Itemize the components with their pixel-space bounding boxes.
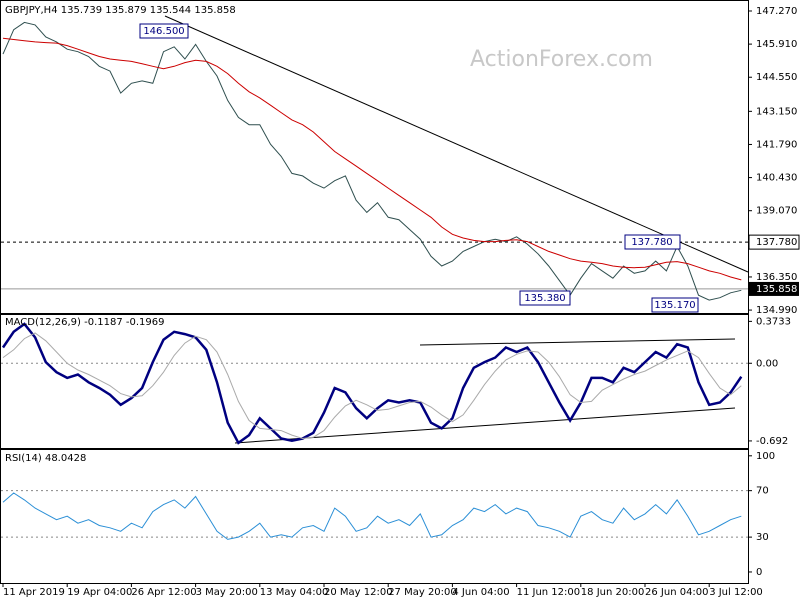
price-panel [0,0,749,314]
series-line [1,322,743,445]
macd-title: MACD(12,26,9) -0.1187 -0.1969 [5,317,165,328]
series-line [2,37,742,281]
price-box [749,281,799,296]
x-tick-label: 4 Jun 04:00 [452,587,509,598]
y-tick-label: 0.00 [756,358,778,369]
annotation: 135.380 [524,293,565,304]
x-tick-label: 18 Jun 20:00 [581,587,645,598]
series-line [2,492,742,540]
annotation-box [519,290,571,306]
trend-line [234,407,736,444]
x-tick-label: 19 Apr 04:00 [67,587,132,598]
series-line [2,332,742,440]
x-tick-label: 3 Jul 12:00 [709,587,763,598]
x-tick-label: 13 May 04:00 [260,587,329,598]
annotation: 135.170 [654,300,695,311]
rsi-title: RSI(14) 48.0428 [5,453,86,464]
series-line [2,21,742,301]
rsi-panel [0,449,749,584]
y-tick-label: 145.910 [756,39,797,50]
x-tick-label: 26 Apr 12:00 [131,587,196,598]
x-tick-label: 27 May 20:00 [388,587,457,598]
y-tick-label: 147.270 [756,6,797,17]
annotation-box [624,234,681,250]
y-tick-label: 100 [756,451,775,462]
watermark: ActionForex.com [470,47,653,72]
annotation-box [139,23,189,39]
level-box [748,234,800,250]
y-tick-label: 0 [756,567,762,578]
y-tick-label: 143.150 [756,106,797,117]
x-tick-label: 11 Apr 2019 [3,587,65,598]
trend-line [164,15,749,273]
y-tick-label: 0.3733 [756,316,791,327]
y-tick-label: 140.430 [756,173,797,184]
annotation-box [651,297,699,313]
y-tick-label: 134.990 [756,305,797,316]
y-tick-label: 30 [756,532,769,543]
y-tick-label: 141.790 [756,139,797,150]
y-tick-label: -0.692 [756,436,788,447]
annotation: 146.500 [143,26,184,37]
chart-title: GBPJPY,H4 135.739 135.879 135.544 135.85… [5,5,236,16]
y-tick-label: 139.070 [756,206,797,217]
macd-panel [0,314,749,449]
price-label: 135.858 [756,284,797,295]
x-tick-label: 11 Jun 12:00 [517,587,581,598]
x-tick-label: 3 May 20:00 [196,587,258,598]
y-tick-label: 144.550 [756,72,797,83]
level-label: 137.780 [756,237,797,248]
y-tick-label: 136.350 [756,272,797,283]
x-tick-label: 20 May 12:00 [324,587,393,598]
annotation: 137.780 [631,237,672,248]
trend-line [419,338,736,346]
x-tick-label: 26 Jun 04:00 [645,587,709,598]
y-tick-label: 70 [756,486,769,497]
